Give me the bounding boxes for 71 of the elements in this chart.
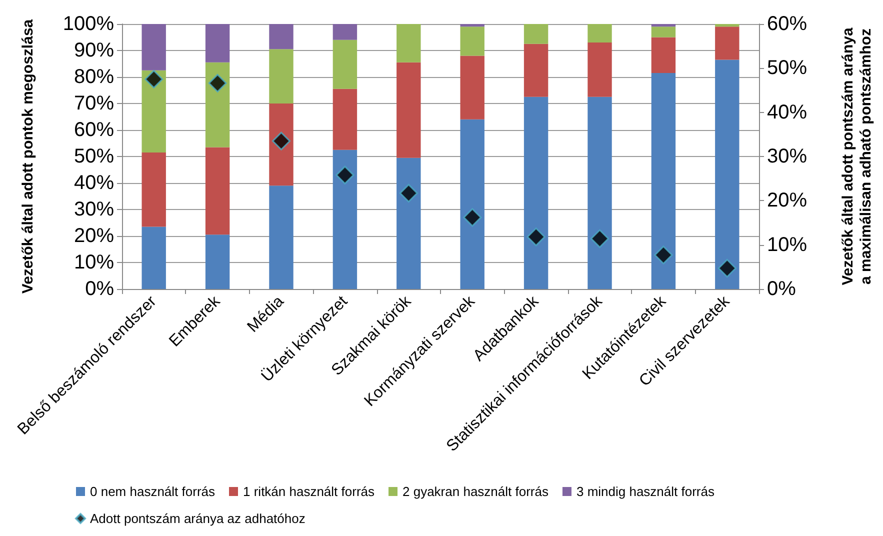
- y2-tick-label: 20%: [767, 190, 808, 212]
- bar: [142, 152, 166, 227]
- y2-tick-label: 0%: [767, 278, 796, 300]
- y-tick-label: 100%: [62, 13, 114, 35]
- bar: [524, 44, 548, 97]
- bar: [269, 186, 294, 289]
- bar: [396, 62, 421, 158]
- legend-label: 2 gyakran használt forrás: [402, 484, 549, 499]
- bar: [524, 96, 548, 289]
- y2-tick-label: 40%: [767, 101, 808, 124]
- point: [272, 132, 290, 150]
- y-tick-label: 90%: [74, 40, 114, 62]
- y-tick-label: 30%: [74, 198, 114, 220]
- bar: [460, 56, 484, 120]
- bar: [460, 26, 484, 56]
- legend-label: 1 ritkán használt forrás: [243, 484, 376, 499]
- y2-tick-label: 60%: [767, 13, 808, 35]
- bar: [715, 24, 740, 27]
- bar: [651, 26, 676, 38]
- bar: [715, 60, 740, 289]
- y-tick-label: 50%: [74, 146, 114, 168]
- bar: [588, 24, 612, 43]
- bar: [332, 150, 358, 289]
- point: [590, 229, 609, 248]
- bar: [205, 24, 230, 62]
- bar: [460, 119, 484, 289]
- bar: [524, 24, 548, 44]
- bar: [715, 26, 740, 60]
- point: [463, 208, 482, 227]
- bar: [269, 49, 294, 104]
- y-tick-label: 40%: [74, 172, 114, 194]
- y-tick-label: 0%: [85, 278, 114, 300]
- bar: [332, 40, 358, 89]
- y-axis-title: Vezetők által adott pontok megoszlása: [20, 18, 36, 294]
- y2-tick-label: 10%: [767, 234, 808, 256]
- bar: [269, 24, 294, 50]
- bar: [332, 24, 358, 40]
- bar: [588, 42, 612, 97]
- point: [399, 184, 418, 202]
- point: [208, 74, 227, 92]
- legend-label: 0 nem használt forrás: [90, 484, 216, 499]
- bar: [460, 24, 484, 27]
- bar: [396, 158, 421, 289]
- bar: [142, 24, 166, 70]
- bar: [269, 104, 294, 186]
- legend-label: Adott pontszám aránya az adhatóhoz: [90, 511, 306, 526]
- bar: [142, 70, 166, 153]
- y-tick-label: 20%: [74, 225, 114, 247]
- bar: [205, 62, 230, 148]
- bar: [205, 234, 230, 289]
- y-tick-label: 10%: [74, 252, 114, 274]
- bar: [651, 37, 676, 74]
- y2-axis-title: Vezetők által adott pontszám aránya a maximálisan adható pontszámhoz: [840, 27, 874, 286]
- y-tick-label: 80%: [74, 66, 114, 88]
- bar: [142, 226, 166, 289]
- point: [144, 70, 164, 88]
- bar: [588, 96, 612, 289]
- bar: [651, 73, 676, 289]
- y-tick-label: 70%: [74, 92, 114, 114]
- bar: [396, 24, 421, 62]
- bar: [651, 24, 676, 27]
- y2-tick-label: 50%: [767, 57, 808, 80]
- bar: [332, 88, 358, 150]
- point: [526, 228, 546, 246]
- point: [654, 246, 673, 264]
- point: [718, 258, 736, 278]
- y-tick-label: 60%: [74, 119, 114, 141]
- y2-tick-label: 30%: [767, 146, 808, 168]
- legend-label: 3 mindig használt forrás: [576, 484, 715, 499]
- point: [336, 166, 354, 184]
- bar: [205, 147, 230, 235]
